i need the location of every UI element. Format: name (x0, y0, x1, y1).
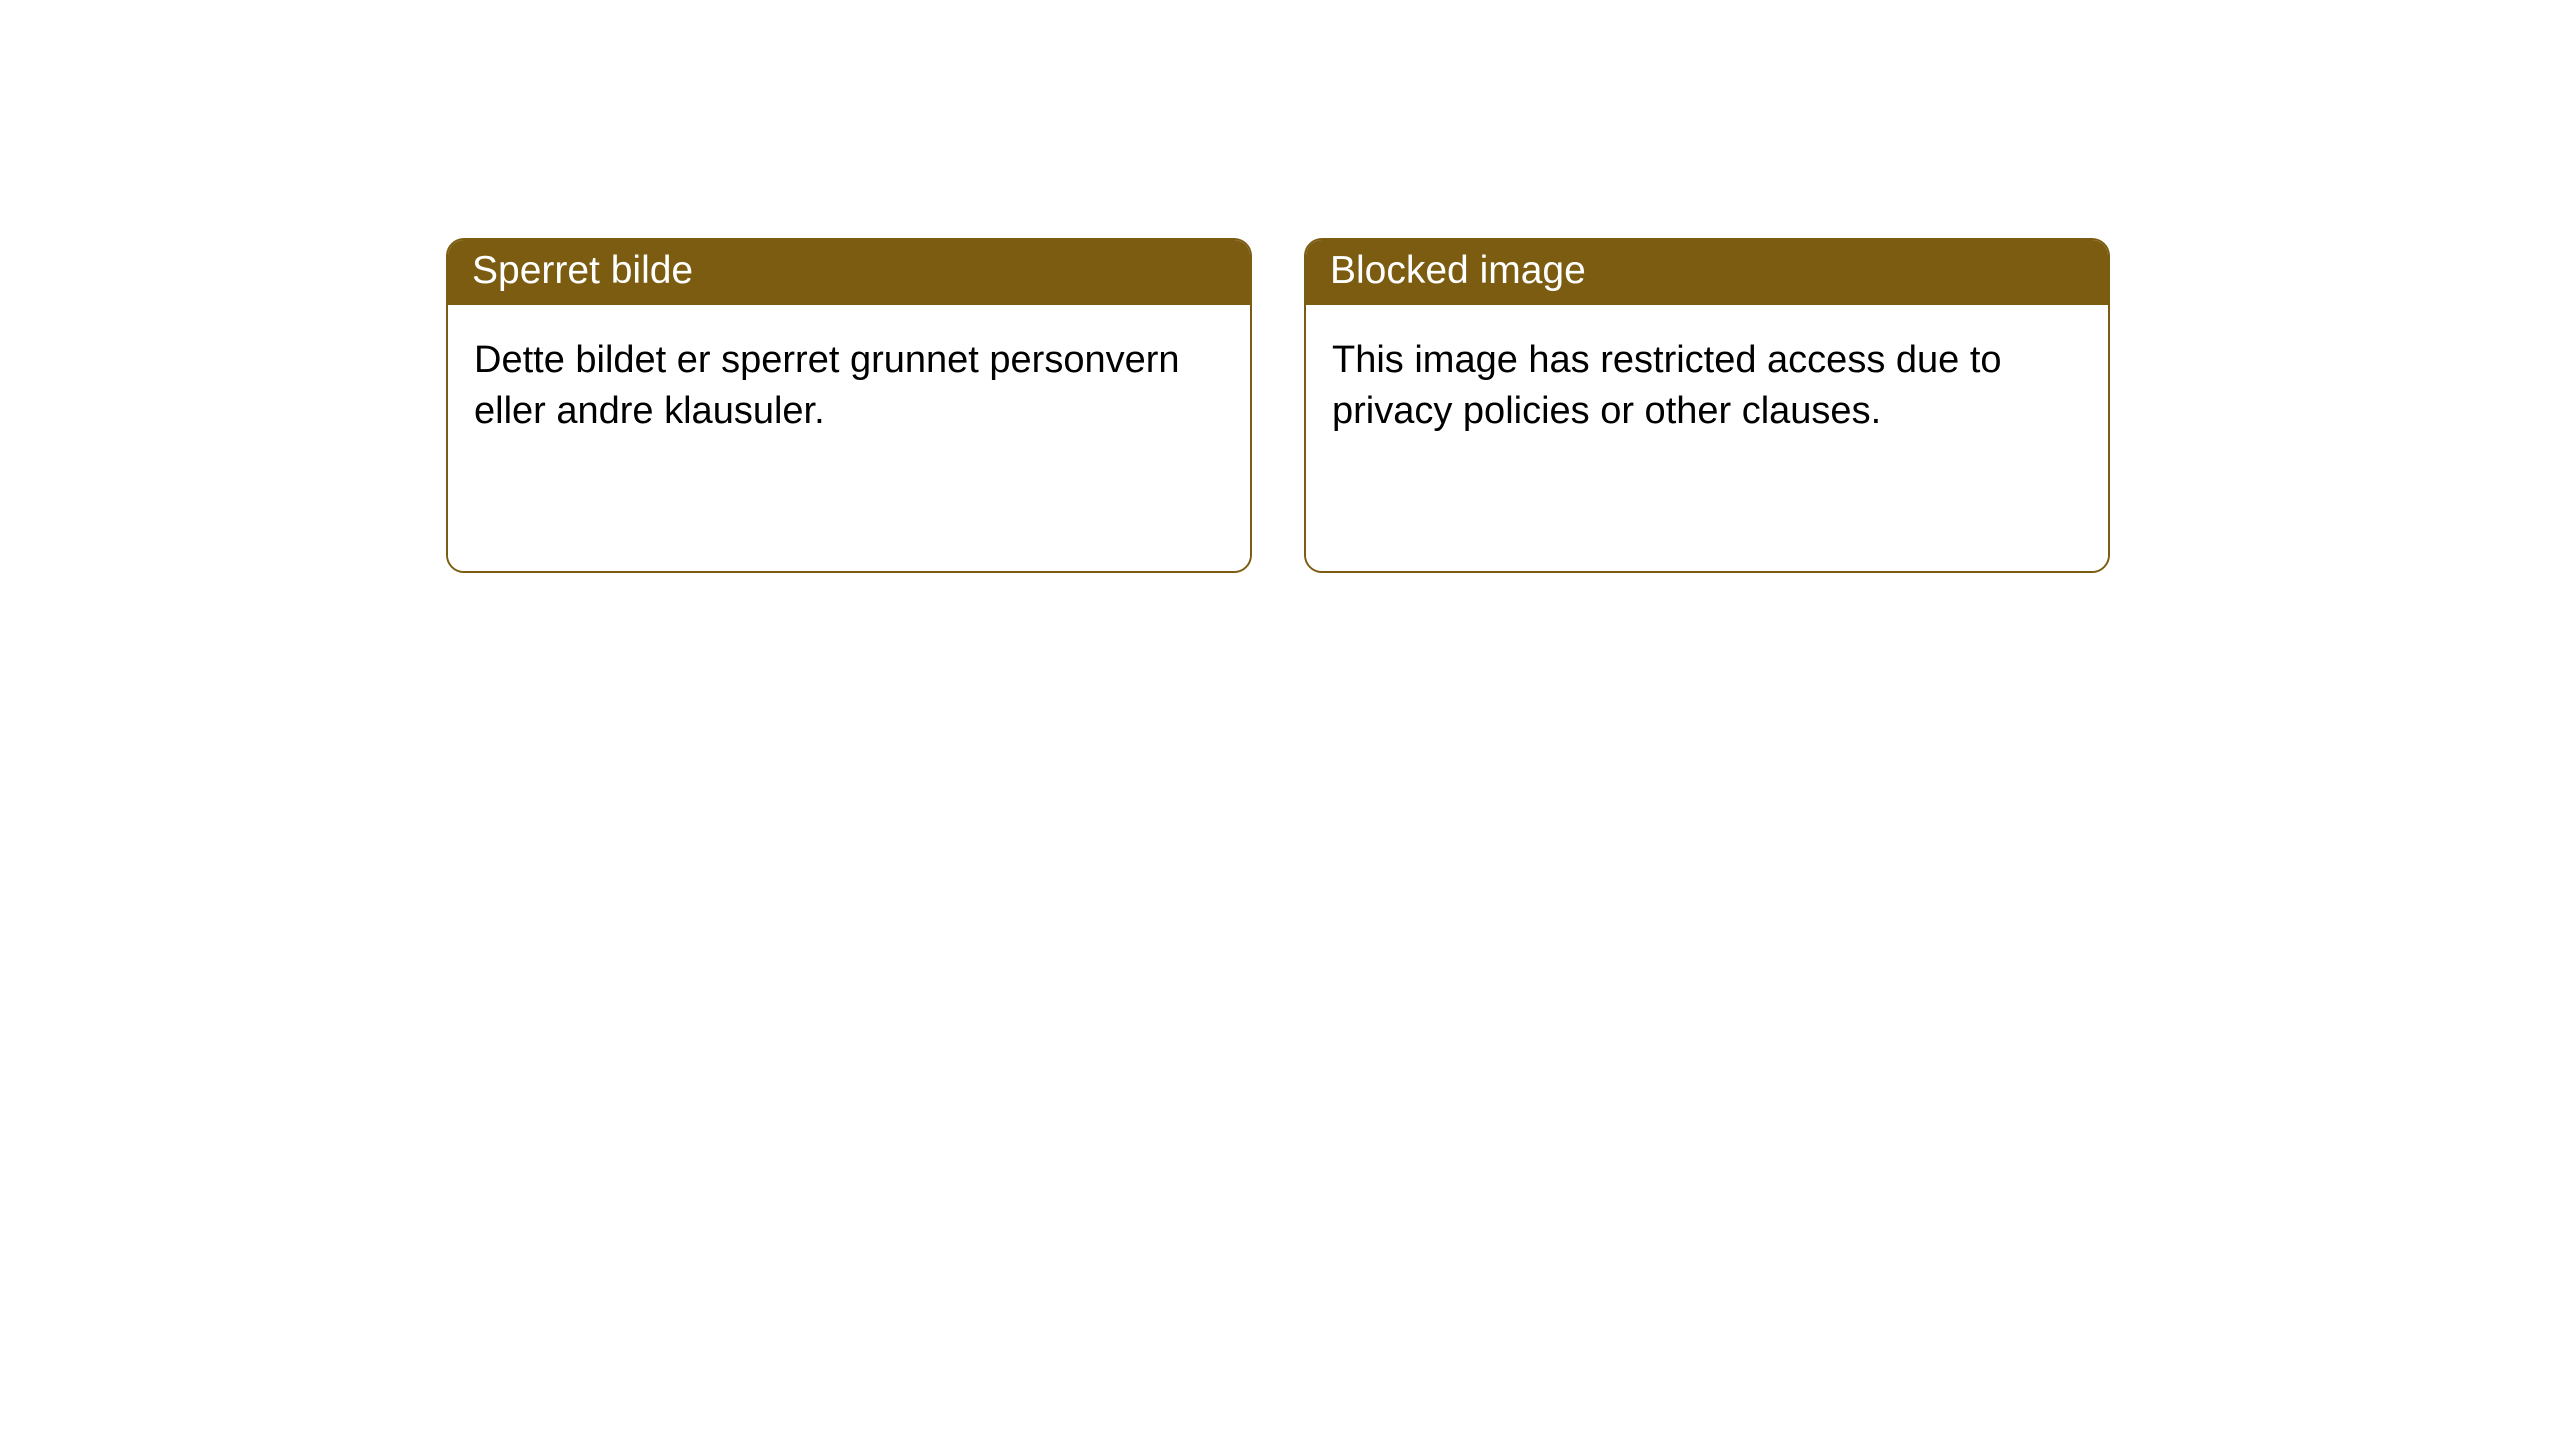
notice-body: Dette bildet er sperret grunnet personve… (448, 305, 1250, 571)
blocked-image-notice-en: Blocked image This image has restricted … (1304, 238, 2110, 573)
notice-title: Sperret bilde (448, 240, 1250, 305)
notice-title: Blocked image (1306, 240, 2108, 305)
notice-body: This image has restricted access due to … (1306, 305, 2108, 571)
blocked-image-notice-no: Sperret bilde Dette bildet er sperret gr… (446, 238, 1252, 573)
notice-container: Sperret bilde Dette bildet er sperret gr… (0, 0, 2560, 573)
